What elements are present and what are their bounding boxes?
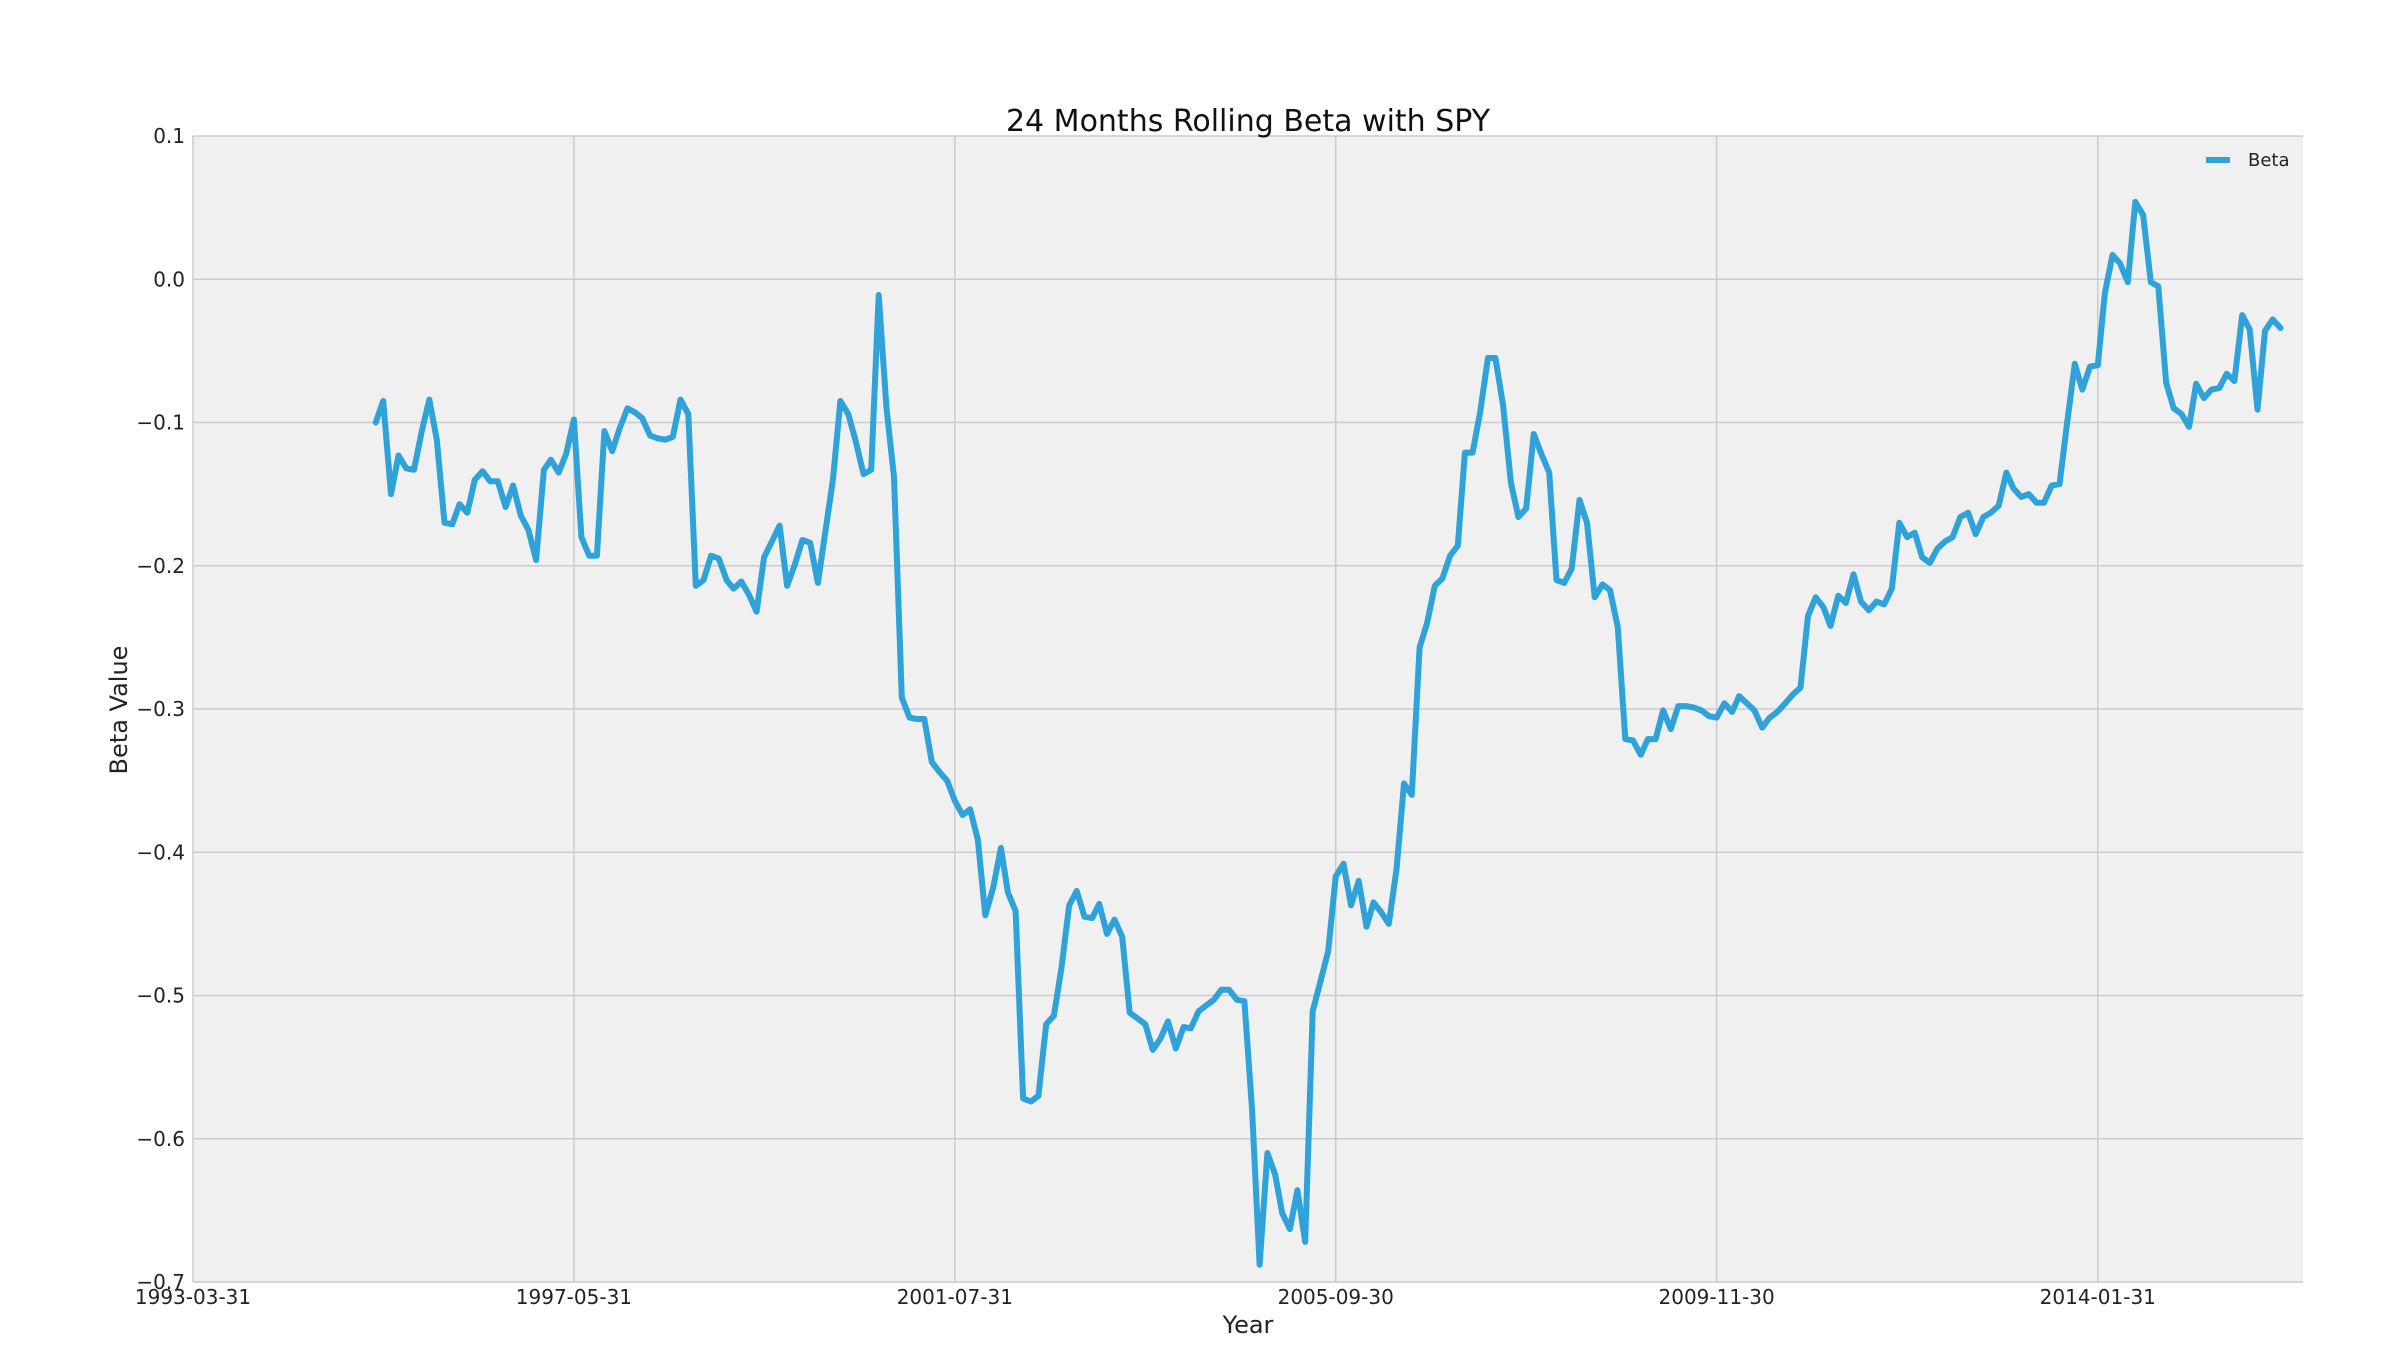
- y-tick-label: −0.6: [136, 1127, 185, 1151]
- x-tick-label: 2001-07-31: [897, 1285, 1013, 1309]
- series-layer: [372, 198, 2284, 1268]
- legend: Beta: [2206, 150, 2290, 171]
- y-tick-label: −0.4: [136, 840, 185, 864]
- y-axis-ticks: 0.1 0.0 −0.1 −0.2 −0.3 −0.4 −0.5 −0.6 −0.7: [136, 124, 185, 1294]
- grid-lines: [192, 135, 2303, 1283]
- legend-label-beta: Beta: [2248, 150, 2290, 171]
- y-axis-label: Beta Value: [105, 646, 133, 775]
- y-tick-label: 0.0: [153, 267, 185, 291]
- y-tick-label: −0.1: [136, 411, 185, 435]
- x-axis-ticks: 1993-03-31 1997-05-31 2001-07-31 2005-09-30…: [135, 1285, 2156, 1309]
- y-tick-label: 0.1: [153, 124, 185, 148]
- x-tick-label: 2014-01-31: [2040, 1285, 2156, 1309]
- series-line-beta: [372, 198, 2284, 1268]
- y-tick-label: −0.5: [136, 984, 185, 1008]
- x-tick-label: 1993-03-31: [135, 1285, 251, 1309]
- x-tick-label: 2005-09-30: [1278, 1285, 1394, 1309]
- y-tick-label: −0.7: [136, 1270, 185, 1294]
- x-tick-label: 2009-11-30: [1659, 1285, 1775, 1309]
- y-tick-label: −0.3: [136, 697, 185, 721]
- chart-title: 24 Months Rolling Beta with SPY: [1006, 104, 1491, 139]
- x-tick-label: 1997-05-31: [516, 1285, 632, 1309]
- x-axis-label: Year: [1222, 1311, 1274, 1339]
- y-tick-label: −0.2: [136, 554, 185, 578]
